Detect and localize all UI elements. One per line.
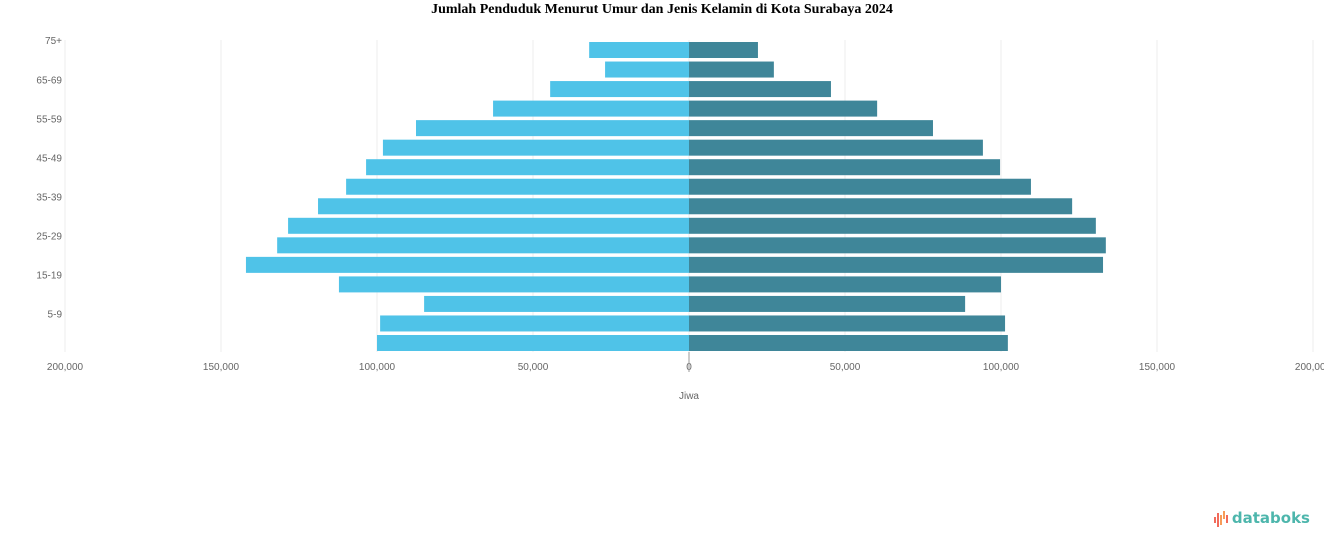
- y-tick-label: 75+: [45, 36, 62, 47]
- y-tick-label: 45-49: [36, 153, 62, 164]
- bar-right-50-54: [689, 139, 983, 156]
- y-tick-label: 55-59: [36, 114, 62, 125]
- bar-right-20-24: [689, 256, 1104, 273]
- x-tick-label: 200,000: [1295, 362, 1324, 373]
- y-tick-label: 15-19: [36, 271, 62, 282]
- x-tick-label: 200,000: [47, 362, 84, 373]
- bar-right-75+: [689, 42, 758, 58]
- x-tick-label: 150,000: [1139, 362, 1176, 373]
- x-axis-label: Jiwa: [679, 391, 699, 402]
- chart-title: Jumlah Penduduk Menurut Umur dan Jenis K…: [431, 2, 893, 17]
- bar-right-30-34: [689, 217, 1096, 234]
- y-tick-label: 5-9: [48, 310, 63, 321]
- bar-left-10-14: [424, 295, 689, 312]
- bar-left-5-9: [380, 315, 689, 332]
- bar-left-35-39: [318, 198, 689, 215]
- bar-left-45-49: [366, 159, 689, 176]
- bar-right-60-64: [689, 100, 878, 117]
- x-tick-label: 50,000: [830, 362, 861, 373]
- bar-right-65-69: [689, 81, 831, 98]
- bar-right-5-9: [689, 315, 1006, 332]
- databoks-logo: databoks: [1213, 509, 1310, 527]
- bar-left-0-4: [377, 335, 689, 351]
- x-tick-label: 150,000: [203, 362, 240, 373]
- bar-left-65-69: [550, 81, 689, 98]
- bar-left-30-34: [288, 217, 689, 234]
- bar-right-35-39: [689, 198, 1073, 215]
- bar-left-25-29: [277, 237, 689, 254]
- bar-left-40-44: [346, 178, 689, 195]
- bar-left-60-64: [493, 100, 689, 117]
- y-tick-label: 25-29: [36, 232, 62, 243]
- bar-right-45-49: [689, 159, 1001, 176]
- databoks-logo-icon: [1213, 511, 1228, 527]
- x-tick-label: 100,000: [983, 362, 1020, 373]
- bar-right-25-29: [689, 237, 1106, 254]
- bar-right-10-14: [689, 295, 966, 312]
- databoks-logo-text: databoks: [1231, 509, 1310, 527]
- bar-left-55-59: [416, 120, 689, 137]
- x-tick-label: 100,000: [359, 362, 396, 373]
- bar-left-75+: [589, 42, 689, 58]
- x-tick-label: 50,000: [518, 362, 549, 373]
- bar-right-40-44: [689, 178, 1031, 195]
- bar-left-50-54: [382, 139, 689, 156]
- bar-right-55-59: [689, 120, 933, 137]
- bar-right-70-74: [689, 61, 774, 78]
- bar-left-70-74: [605, 61, 689, 78]
- y-tick-label: 65-69: [36, 75, 62, 86]
- bar-right-0-4: [689, 335, 1008, 351]
- bar-left-15-19: [338, 276, 689, 293]
- bar-right-15-19: [689, 276, 1001, 293]
- y-tick-label: 35-39: [36, 193, 62, 204]
- bar-left-20-24: [245, 256, 689, 273]
